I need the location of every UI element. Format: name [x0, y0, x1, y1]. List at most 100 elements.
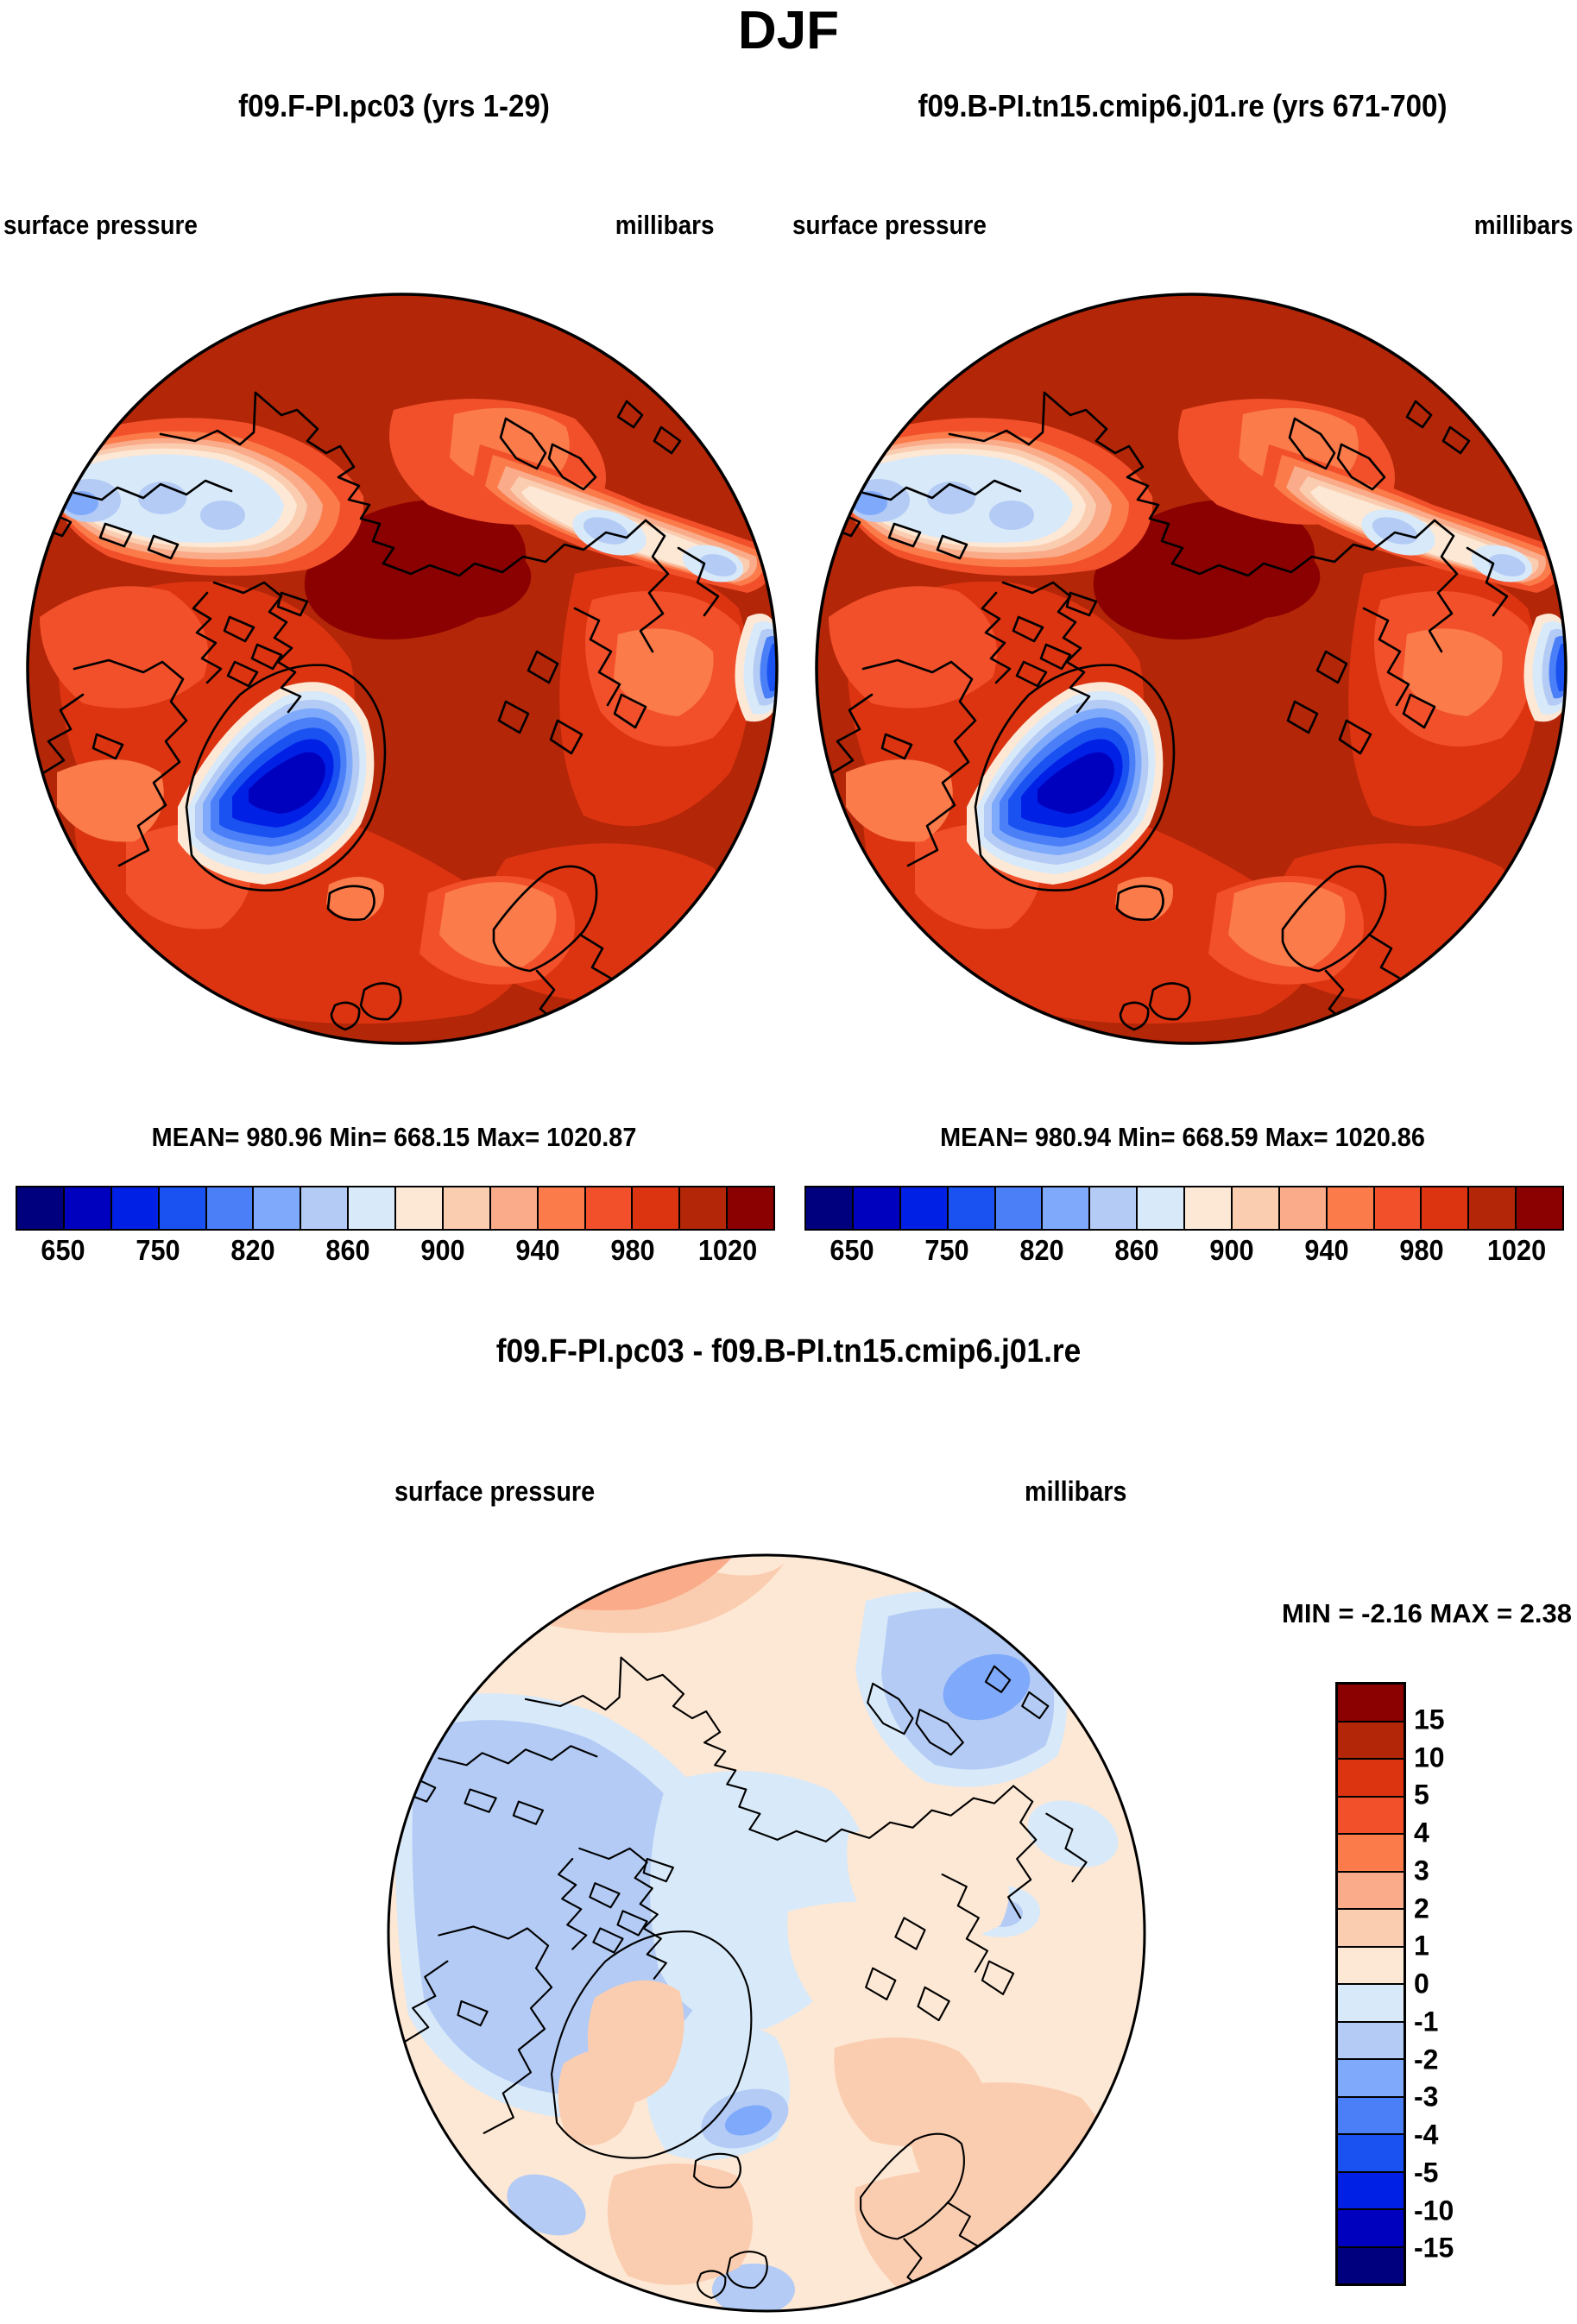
colorbar-tick-label: 860	[1114, 1234, 1159, 1266]
colorbar-tick-label: 1020	[1486, 1234, 1547, 1266]
colorbar-tick-label: 940	[1304, 1234, 1349, 1266]
colorbar-tick-label: -3	[1414, 2081, 1439, 2113]
colorbar-tick-label: 980	[1399, 1234, 1444, 1266]
colorbar-difference-ticks: 15 10 5 4 3 2 1 0 -1 -2 -3 -4 -5 -10 -15	[1414, 1682, 1526, 2286]
colorbar-cell	[1338, 1947, 1404, 1985]
panel-title-left: f09.F-PI.pc03 (yrs 1-29)	[238, 88, 550, 123]
colorbar-right-track	[804, 1186, 1564, 1231]
colorbar-tick-label: 940	[515, 1234, 560, 1266]
units-label-right: millibars	[1473, 210, 1573, 240]
colorbar-cell	[1232, 1187, 1280, 1229]
page-title: DJF	[737, 1, 840, 60]
colorbar-tick-label: 0	[1414, 1968, 1429, 2000]
colorbar-cell	[159, 1187, 207, 1229]
stats-left: MEAN= 980.96 Min= 668.15 Max= 1020.87	[151, 1122, 637, 1152]
colorbar-tick-label: -1	[1414, 2006, 1439, 2037]
colorbar-cell	[995, 1187, 1044, 1229]
colorbar-cell	[1338, 1985, 1404, 2023]
polar-map-right-svg	[815, 293, 1568, 1045]
colorbar-tick-label: -2	[1414, 2044, 1439, 2075]
field-label-left: surface pressure	[3, 210, 198, 240]
colorbar-cell	[490, 1187, 539, 1229]
colorbar-cell	[1338, 1722, 1404, 1760]
polar-map-right	[811, 289, 1571, 1049]
colorbar-cell	[1185, 1187, 1233, 1229]
colorbar-right-ticks: 650 750 820 860 900 940 980 1020	[804, 1234, 1564, 1274]
colorbar-tick-label: 1	[1414, 1930, 1429, 1962]
colorbar-tick-label: 820	[230, 1234, 275, 1266]
colorbar-cell	[64, 1187, 112, 1229]
colorbar-cell	[1327, 1187, 1375, 1229]
colorbar-cell	[1090, 1187, 1139, 1229]
colorbar-cell	[1338, 1910, 1404, 1948]
colorbar-tick-label: 2	[1414, 1893, 1429, 1924]
colorbar-tick-label: 10	[1414, 1741, 1445, 1773]
colorbar-cell	[1338, 2135, 1404, 2173]
colorbar-tick-label: -4	[1414, 2119, 1439, 2151]
polar-map-left	[22, 289, 782, 1049]
units-label-left: millibars	[615, 210, 714, 240]
colorbar-cell	[1338, 2060, 1404, 2098]
colorbar-cell	[948, 1187, 996, 1229]
difference-title: f09.F-PI.pc03 - f09.B-PI.tn15.cmip6.j01.…	[495, 1333, 1082, 1370]
colorbar-difference[interactable]	[1335, 1682, 1406, 2286]
colorbar-tick-label: 860	[325, 1234, 370, 1266]
colorbar-tick-label: 750	[136, 1234, 180, 1266]
colorbar-cell	[1043, 1187, 1091, 1229]
colorbar-cell	[1338, 1835, 1404, 1873]
colorbar-tick-label: 650	[41, 1234, 85, 1266]
colorbar-cell	[1338, 2210, 1404, 2248]
colorbar-cell	[806, 1187, 854, 1229]
colorbar-tick-label: -15	[1414, 2232, 1454, 2264]
colorbar-cell	[1338, 1685, 1404, 1723]
difference-minmax-text: MIN = -2.16 MAX = 2.38	[1282, 1598, 1572, 1628]
colorbar-cell	[111, 1187, 160, 1229]
panel-title-right: f09.B-PI.tn15.cmip6.j01.re (yrs 671-700)	[918, 88, 1448, 123]
polar-map-left-svg	[26, 293, 779, 1045]
colorbar-cell	[254, 1187, 302, 1229]
colorbar-difference-track	[1335, 1682, 1406, 2286]
colorbar-cell	[1279, 1187, 1328, 1229]
colorbar-cell	[1338, 1797, 1404, 1835]
colorbar-tick-label: 900	[1209, 1234, 1254, 1266]
colorbar-cell	[585, 1187, 634, 1229]
colorbar-cell	[1338, 1760, 1404, 1798]
colorbar-cell	[680, 1187, 729, 1229]
colorbar-cell	[1338, 2247, 1404, 2283]
colorbar-tick-label: -10	[1414, 2195, 1454, 2226]
colorbar-cell	[1338, 2022, 1404, 2060]
polar-map-difference	[382, 1549, 1151, 2317]
colorbar-tick-label: 980	[610, 1234, 655, 1266]
colorbar-right[interactable]	[804, 1186, 1564, 1231]
colorbar-cell	[1338, 2097, 1404, 2135]
colorbar-tick-label: 5	[1414, 1779, 1429, 1811]
colorbar-tick-label: -5	[1414, 2157, 1439, 2189]
colorbar-cell	[1517, 1187, 1562, 1229]
colorbar-cell	[853, 1187, 901, 1229]
polar-map-difference-svg	[387, 1553, 1146, 2313]
colorbar-cell	[1374, 1187, 1422, 1229]
colorbar-left-ticks: 650 750 820 860 900 940 980 1020	[16, 1234, 775, 1274]
colorbar-left[interactable]	[16, 1186, 775, 1231]
colorbar-tick-label: 3	[1414, 1855, 1429, 1886]
colorbar-cell	[17, 1187, 65, 1229]
stats-right: MEAN= 980.94 Min= 668.59 Max= 1020.86	[940, 1122, 1425, 1152]
colorbar-cell	[1138, 1187, 1185, 1229]
field-label-right: surface pressure	[792, 210, 987, 240]
colorbar-cell	[301, 1187, 350, 1229]
colorbar-left-track	[16, 1186, 775, 1231]
colorbar-cell	[1338, 1872, 1404, 1910]
colorbar-cell	[900, 1187, 949, 1229]
colorbar-tick-label: 1020	[697, 1234, 758, 1266]
colorbar-cell	[1469, 1187, 1517, 1229]
colorbar-tick-label: 650	[830, 1234, 874, 1266]
colorbar-cell	[396, 1187, 444, 1229]
colorbar-cell	[349, 1187, 396, 1229]
colorbar-tick-label: 820	[1019, 1234, 1064, 1266]
colorbar-cell	[206, 1187, 255, 1229]
colorbar-tick-label: 900	[420, 1234, 465, 1266]
colorbar-tick-label: 4	[1414, 1817, 1429, 1848]
colorbar-cell	[1422, 1187, 1470, 1229]
colorbar-tick-label: 750	[924, 1234, 969, 1266]
colorbar-cell	[538, 1187, 586, 1229]
